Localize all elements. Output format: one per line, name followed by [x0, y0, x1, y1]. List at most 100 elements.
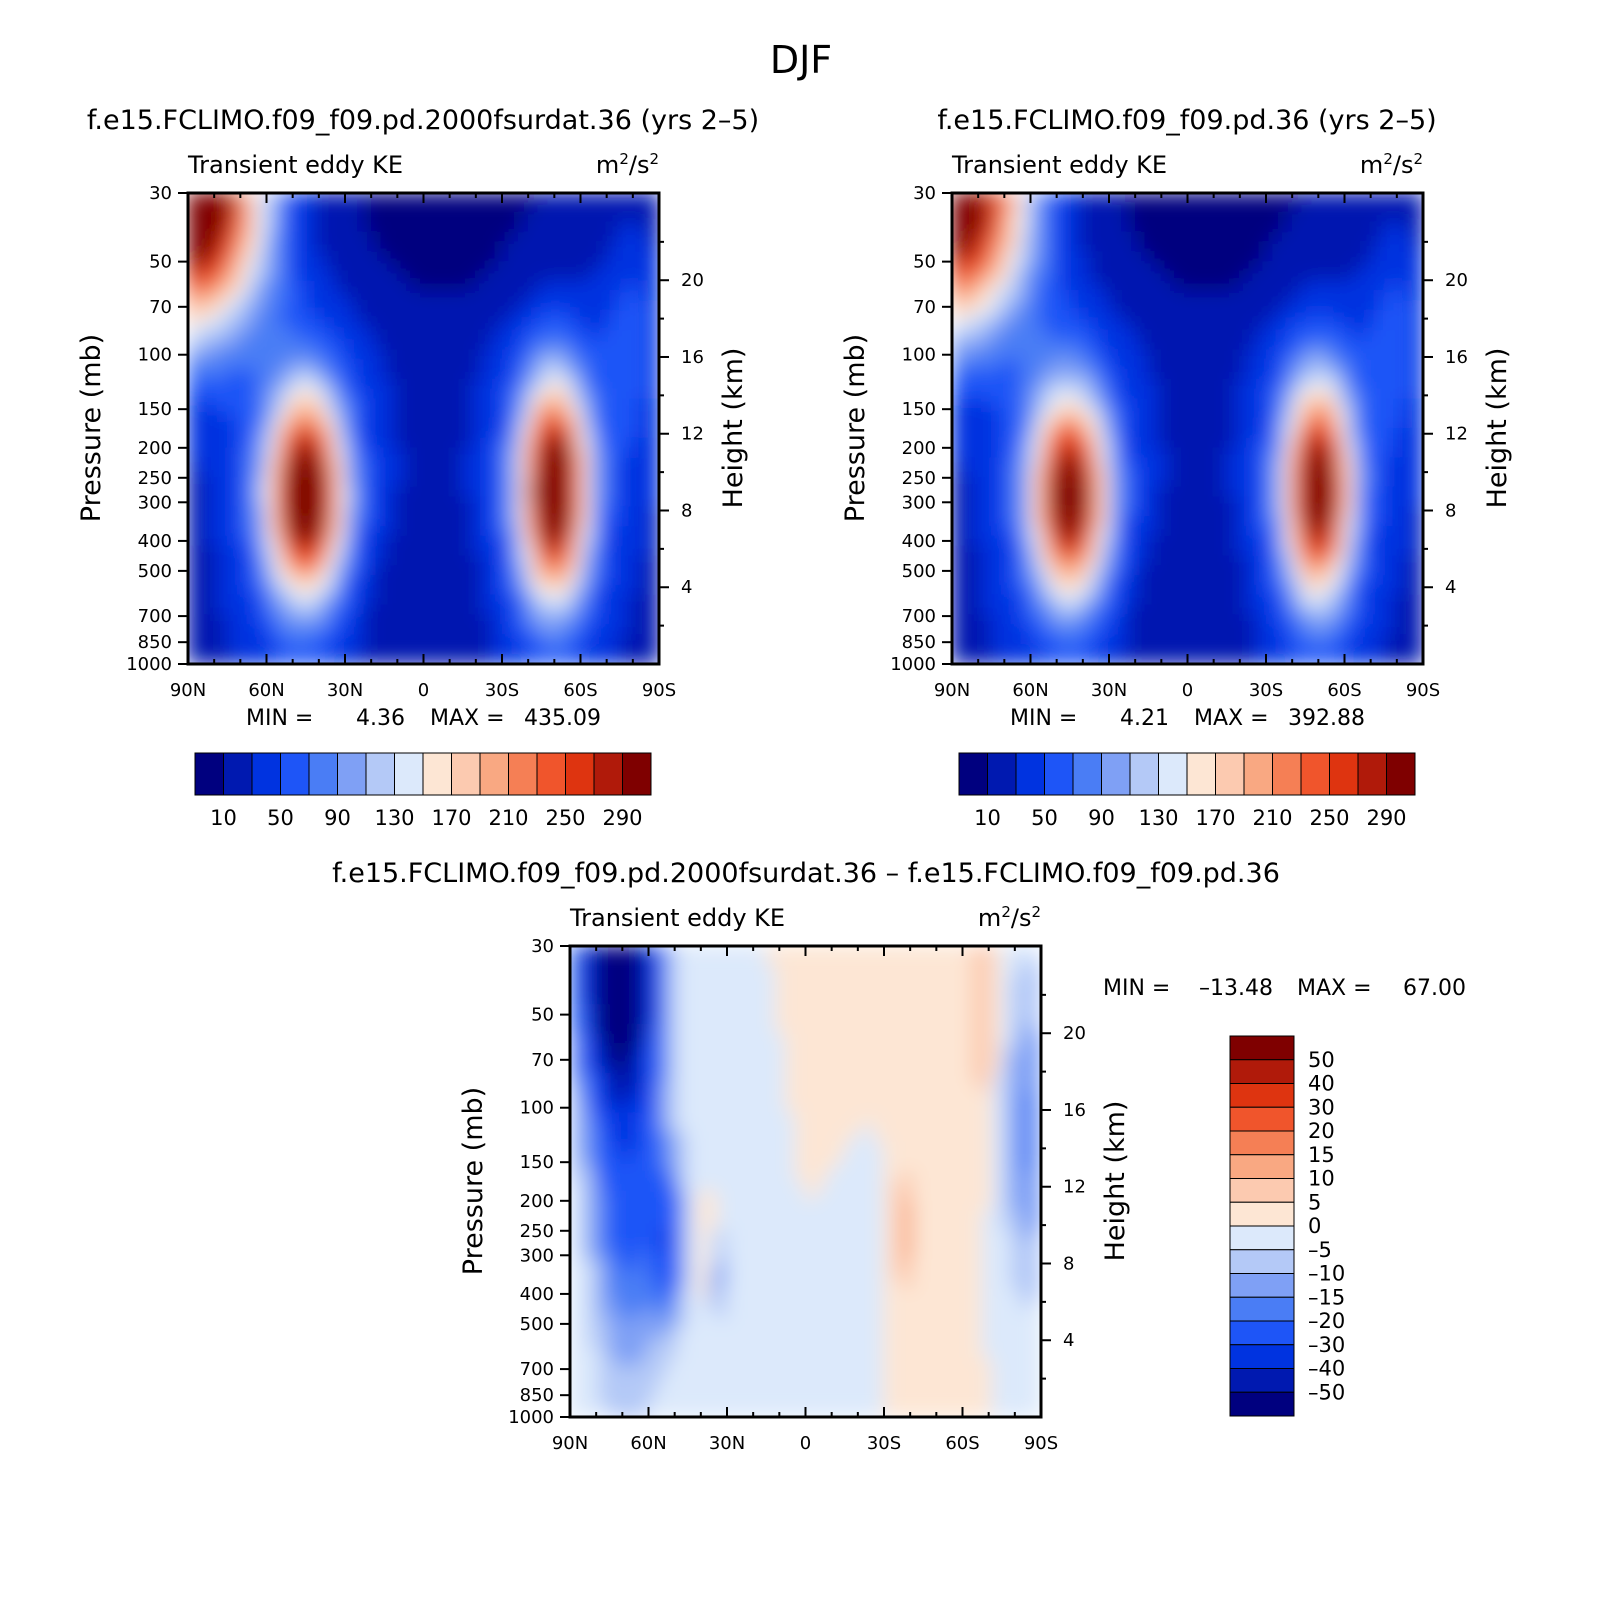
contour-cell: [1392, 643, 1404, 655]
contour-cell: [1029, 193, 1041, 204]
contour-cell: [1334, 193, 1346, 204]
contour-cell: [1383, 545, 1395, 557]
contour-cell: [471, 614, 483, 626]
contour-cell: [1383, 575, 1395, 587]
contour-cell: [413, 329, 425, 341]
contour-cell: [1088, 418, 1100, 430]
contour-cell: [1383, 261, 1395, 273]
contour-cell: [579, 457, 591, 469]
contour-cell: [354, 457, 366, 469]
contour-cell: [1196, 506, 1208, 518]
contour-cell: [481, 526, 493, 538]
contour-cell: [373, 555, 385, 567]
contour-cell: [275, 526, 287, 538]
contour-cell: [1285, 349, 1297, 361]
contour-cell: [1275, 290, 1287, 302]
contour-cell: [1029, 300, 1041, 312]
contour-cell: [403, 261, 415, 273]
contour-cell: [462, 319, 474, 331]
contour-cell: [1088, 270, 1100, 282]
contour-cell: [364, 633, 376, 645]
contour-cell: [1147, 575, 1159, 587]
contour-cell: [1000, 339, 1012, 351]
contour-cell: [413, 565, 425, 577]
contour-cell: [609, 427, 621, 439]
contour-cell: [1294, 565, 1306, 577]
contour-cell: [589, 653, 601, 664]
contour-cell: [1324, 575, 1336, 587]
contour-cell: [1334, 633, 1346, 645]
contour-cell: [1392, 319, 1404, 331]
contour-cell: [990, 506, 1002, 518]
contour-cell: [1343, 408, 1355, 420]
contour-cell: [403, 319, 415, 331]
contour-cell: [570, 575, 582, 587]
contour-cell: [324, 202, 336, 214]
contour-cell: [452, 506, 464, 518]
contour-cell: [1147, 378, 1159, 390]
contour-cell: [609, 300, 621, 312]
contour-cell: [1216, 575, 1228, 587]
contour-cell: [501, 614, 513, 626]
contour-cell: [1245, 565, 1257, 577]
contour-cell: [207, 633, 219, 645]
contour-cell: [207, 526, 219, 538]
contour-cell: [275, 349, 287, 361]
contour-cell: [1167, 643, 1179, 655]
contour-cell: [990, 359, 1002, 371]
contour-cell: [736, 946, 748, 957]
contour-cell: [246, 575, 258, 587]
contour-cell: [305, 388, 317, 400]
contour-cell: [1402, 280, 1414, 292]
contour-cell: [1157, 408, 1169, 420]
contour-cell: [1128, 555, 1140, 567]
contour-cell: [265, 427, 277, 439]
contour-cell: [971, 584, 983, 596]
contour-cell: [1255, 545, 1267, 557]
contour-cell: [609, 202, 621, 214]
contour-cell: [1314, 359, 1326, 371]
contour-cell: [521, 457, 533, 469]
contour-cell: [628, 545, 640, 557]
contour-cell: [1186, 447, 1198, 459]
contour-cell: [422, 614, 434, 626]
contour-cell: [462, 241, 474, 253]
contour-cell: [442, 319, 454, 331]
contour-cell: [1010, 624, 1022, 636]
x-tick-label: 30S: [485, 680, 519, 701]
contour-cell: [1294, 516, 1306, 528]
contour-cell: [501, 310, 513, 322]
contour-cell: [442, 476, 454, 488]
contour-cell: [1029, 565, 1041, 577]
contour-cell: [1343, 378, 1355, 390]
contour-cell: [560, 457, 572, 469]
contour-cell: [1020, 486, 1032, 498]
contour-cell: [1353, 584, 1365, 596]
contour-cell: [334, 427, 346, 439]
contour-cell: [422, 270, 434, 282]
contour-cell: [1373, 408, 1385, 420]
contour-cell: [638, 457, 650, 469]
contour-cell: [1010, 378, 1022, 390]
contour-cell: [1020, 418, 1032, 430]
contour-cell: [236, 555, 248, 567]
contour-cell: [942, 955, 954, 967]
contour-cell: [1000, 584, 1012, 596]
contour-cell: [1177, 476, 1189, 488]
contour-cell: [971, 241, 983, 253]
contour-cell: [1128, 437, 1140, 449]
contour-cell: [903, 955, 915, 967]
y-tick-label: 50: [913, 252, 936, 273]
contour-cell: [619, 202, 631, 214]
contour-cell: [364, 526, 376, 538]
contour-cell: [1334, 261, 1346, 273]
contour-cell: [1412, 653, 1423, 664]
contour-cell: [1245, 437, 1257, 449]
contour-cell: [491, 467, 503, 479]
contour-cell: [364, 653, 376, 664]
contour-cell: [314, 614, 326, 626]
contour-cell: [1069, 251, 1081, 263]
contour-cell: [295, 290, 307, 302]
contour-cell: [256, 349, 268, 361]
contour-cell: [550, 486, 562, 498]
